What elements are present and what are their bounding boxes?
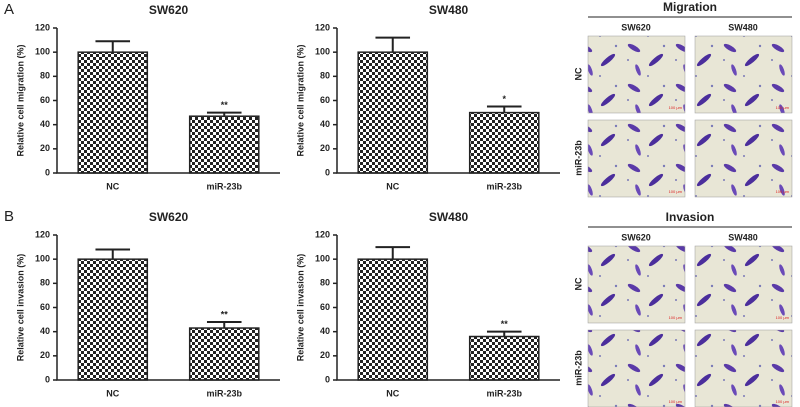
error-bar [95, 248, 131, 260]
micrograph [587, 245, 686, 324]
column-label: SW480 [728, 22, 758, 32]
row-label: NC [573, 277, 583, 290]
bar [188, 115, 260, 174]
axes [56, 235, 280, 381]
y-tick-label: 60 [320, 302, 330, 312]
y-tick-label: 60 [40, 95, 50, 105]
error-bar [206, 321, 242, 329]
scale-label: 100 μm [776, 315, 790, 320]
chart-title: SW620 [149, 3, 189, 17]
scale-label: 100 μm [776, 189, 790, 194]
axes [336, 28, 560, 174]
micrograph [694, 329, 793, 407]
row-label: miR-23b [573, 140, 583, 176]
y-tick-label: 40 [320, 119, 330, 129]
row-label: miR-23b [573, 350, 583, 386]
micrograph [694, 245, 793, 324]
y-tick-label: 0 [325, 374, 330, 384]
bar [468, 335, 540, 381]
significance: * [502, 94, 506, 104]
row-label: NC [573, 67, 583, 80]
significance: ** [221, 100, 229, 110]
axes [56, 28, 280, 174]
bar [357, 51, 429, 174]
error-bar [375, 36, 411, 53]
chart-title: SW480 [429, 210, 469, 224]
y-tick-label: 120 [315, 22, 330, 32]
y-tick-label: 40 [40, 326, 50, 336]
error-bar [486, 330, 522, 337]
scale-label: 100 μm [669, 105, 683, 110]
y-tick-label: 120 [35, 229, 50, 239]
y-tick-label: 100 [315, 254, 330, 264]
error-bar [375, 246, 411, 260]
y-tick-label: 0 [45, 167, 50, 177]
x-tick-label: miR-23b [486, 181, 522, 191]
y-tick-label: 40 [40, 119, 50, 129]
y-tick-label: 80 [320, 278, 330, 288]
scale-label: 100 μm [669, 315, 683, 320]
scale-label: 100 μm [669, 189, 683, 194]
bar [77, 51, 149, 174]
error-bar [486, 105, 522, 113]
micrograph [694, 35, 793, 114]
y-tick-label: 60 [320, 95, 330, 105]
panel-label: A [4, 1, 14, 18]
bar [357, 258, 429, 381]
micrograph [694, 119, 793, 198]
column-label: SW480 [728, 232, 758, 242]
y-tick-label: 20 [40, 350, 50, 360]
y-axis-label: Relative cell invasion (%) [295, 254, 305, 362]
bar [188, 327, 260, 381]
y-tick-label: 60 [40, 302, 50, 312]
error-bar [206, 111, 242, 117]
y-tick-label: 20 [320, 143, 330, 153]
x-tick-label: NC [106, 181, 119, 191]
significance: ** [221, 309, 229, 319]
scale-label: 100 μm [776, 105, 790, 110]
y-tick-label: 100 [315, 47, 330, 57]
x-tick-label: NC [106, 388, 119, 398]
x-tick-label: NC [386, 388, 399, 398]
scale-label: 100 μm [669, 399, 683, 404]
y-tick-label: 80 [40, 71, 50, 81]
column-label: SW620 [621, 232, 651, 242]
y-axis-label: Relative cell invasion (%) [15, 254, 25, 362]
y-tick-label: 0 [325, 167, 330, 177]
chart-title: SW620 [149, 210, 189, 224]
y-tick-label: 40 [320, 326, 330, 336]
micrograph-title: Migration [663, 0, 717, 14]
chart-title: SW480 [429, 3, 469, 17]
micrograph-title: Invasion [666, 210, 715, 224]
micrograph [587, 35, 686, 114]
column-label: SW620 [621, 22, 651, 32]
y-axis-label: Relative cell migration (%) [295, 44, 305, 156]
y-tick-label: 120 [315, 229, 330, 239]
x-tick-label: miR-23b [206, 388, 242, 398]
y-tick-label: 80 [320, 71, 330, 81]
bar [468, 111, 540, 174]
y-tick-label: 100 [35, 47, 50, 57]
significance: ** [501, 319, 509, 329]
scale-label: 100 μm [776, 399, 790, 404]
y-tick-label: 100 [35, 254, 50, 264]
bar [77, 258, 149, 381]
x-tick-label: NC [386, 181, 399, 191]
axes [336, 235, 560, 381]
micrograph [587, 119, 686, 198]
y-tick-label: 20 [320, 350, 330, 360]
x-tick-label: miR-23b [206, 181, 242, 191]
panel-label: B [4, 208, 14, 225]
error-bar [95, 40, 131, 53]
y-tick-label: 0 [45, 374, 50, 384]
x-tick-label: miR-23b [486, 388, 522, 398]
y-tick-label: 80 [40, 278, 50, 288]
y-tick-label: 20 [40, 143, 50, 153]
y-axis-label: Relative cell migration (%) [15, 44, 25, 156]
micrograph [587, 329, 686, 407]
y-tick-label: 120 [35, 22, 50, 32]
